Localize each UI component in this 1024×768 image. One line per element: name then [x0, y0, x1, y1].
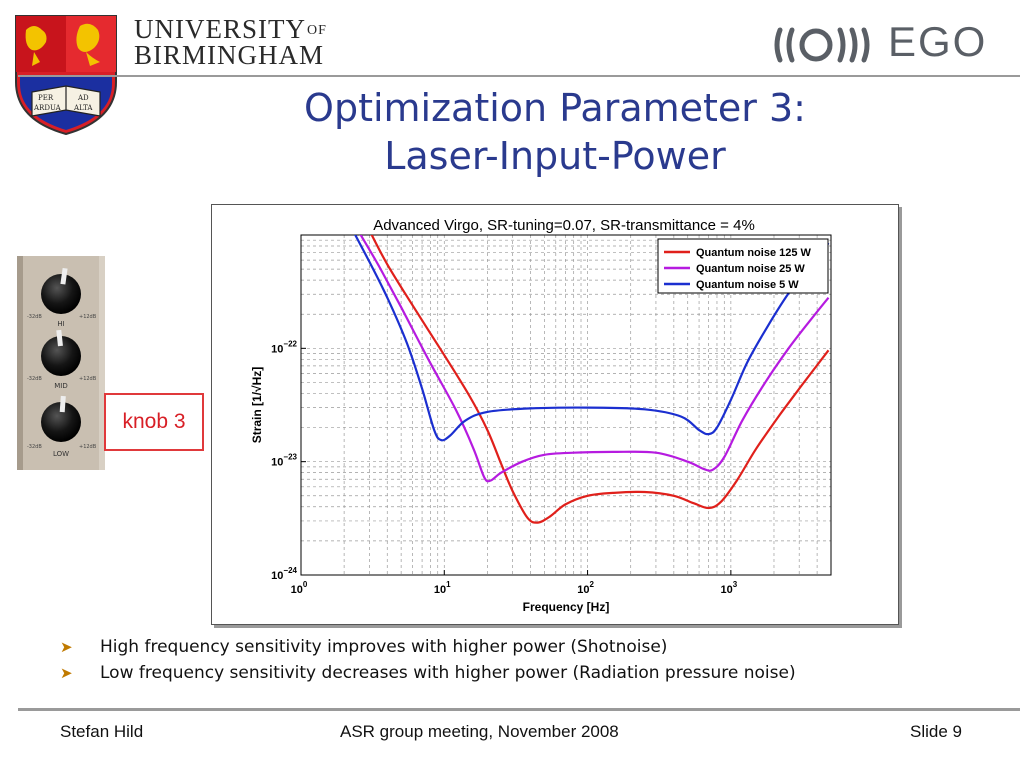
x-tick-label: 101: [434, 580, 451, 596]
university-city: BIRMINGHAM: [134, 40, 325, 70]
knob-low: LOW -32dB +12dB: [27, 395, 97, 458]
mixer-knob-photo: HI -32dB +12dB MID -32dB +12dB LOW -32dB…: [17, 256, 105, 470]
slide-title: Optimization Parameter 3: Laser-Input-Po…: [200, 84, 910, 180]
knob-mid-scale-left: -32dB: [27, 376, 42, 382]
knob-hi-scale-right: +12dB: [79, 314, 97, 320]
x-tick-label: 103: [720, 580, 737, 596]
chart-plot-area: [300, 234, 832, 576]
university-crest-logo: PER AD ARDUA ALTA: [15, 15, 117, 136]
chart-x-axis-label: Frequency [Hz]: [523, 600, 610, 614]
university-wordmark: UNIVERSITYOF BIRMINGHAM: [134, 14, 327, 70]
knob-hi: HI -32dB +12dB: [27, 267, 97, 328]
noise-chart: Advanced Virgo, SR-tuning=0.07, SR-trans…: [211, 204, 899, 625]
crest-motto-ardua: ARDUA: [33, 104, 62, 112]
bullet-text: Low frequency sensitivity decreases with…: [100, 663, 796, 683]
footer-author: Stefan Hild: [60, 722, 144, 741]
legend-label: Quantum noise 5 W: [696, 279, 799, 291]
y-tick-label: 10−23: [271, 453, 297, 469]
bullet-item: ➤ Low frequency sensitivity decreases wi…: [60, 660, 1000, 686]
footer-rule: [18, 708, 1020, 711]
crest-motto-alta: ALTA: [73, 104, 93, 112]
knob-mid: MID -32dB +12dB: [27, 329, 97, 390]
slide-title-line1: Optimization Parameter 3:: [304, 86, 806, 130]
knob-low-scale-left: -32dB: [27, 444, 42, 450]
crest-motto-per: PER: [38, 94, 54, 102]
university-word: UNIVERSITY: [134, 14, 306, 44]
y-tick-label: 10−22: [271, 339, 297, 355]
knob-low-label: LOW: [53, 450, 69, 458]
legend-label: Quantum noise 125 W: [696, 247, 812, 259]
knob-hi-scale-left: -32dB: [27, 314, 42, 320]
series-line-2: [359, 235, 830, 483]
y-tick-label: 10−24: [271, 566, 297, 582]
university-of: OF: [307, 23, 327, 38]
chart-title: Advanced Virgo, SR-tuning=0.07, SR-trans…: [373, 217, 755, 234]
ego-logo-icon: [774, 27, 870, 63]
x-tick-label: 100: [291, 580, 308, 596]
legend-label: Quantum noise 25 W: [696, 263, 805, 275]
arrow-bullet-icon: ➤: [60, 638, 73, 656]
series-line-1: [370, 235, 830, 524]
bullet-item: ➤ High frequency sensitivity improves wi…: [60, 634, 1000, 660]
series-line-3: [354, 235, 830, 442]
knob-mid-label: MID: [54, 382, 68, 390]
chart-series: [354, 235, 830, 524]
knob-3-callout: knob 3: [104, 393, 204, 451]
chart-ticks: 100 101 102 103 10−24 10−23 10−22: [271, 339, 738, 596]
footer-event: ASR group meeting, November 2008: [340, 722, 619, 741]
chart-legend: Quantum noise 125 W Quantum noise 25 W Qua…: [657, 238, 829, 294]
arrow-bullet-icon: ➤: [60, 664, 73, 682]
bullet-list: ➤ High frequency sensitivity improves wi…: [60, 634, 1000, 686]
bullet-text: High frequency sensitivity improves with…: [100, 637, 668, 657]
knob-hi-label: HI: [57, 320, 64, 328]
chart-y-axis-label: Strain [1/√Hz]: [250, 367, 264, 444]
chart-grid: [300, 235, 832, 576]
slide-header: PER AD ARDUA ALTA UNIVERSITYOF BIRMINGHA…: [0, 0, 1024, 136]
x-tick-label: 102: [577, 580, 594, 596]
knob-low-scale-right: +12dB: [79, 444, 97, 450]
slide-title-line2: Laser-Input-Power: [384, 134, 726, 178]
slide-footer: Stefan Hild ASR group meeting, November …: [0, 720, 1024, 750]
ego-wordmark: EGO: [888, 18, 988, 65]
knob-mid-scale-right: +12dB: [79, 376, 97, 382]
footer-slide-number: Slide 9: [910, 722, 962, 741]
crest-motto-ad: AD: [77, 94, 89, 102]
knob-3-label: knob 3: [122, 410, 186, 433]
noise-chart-svg: Advanced Virgo, SR-tuning=0.07, SR-trans…: [250, 217, 832, 614]
header-rule: [18, 75, 1020, 77]
